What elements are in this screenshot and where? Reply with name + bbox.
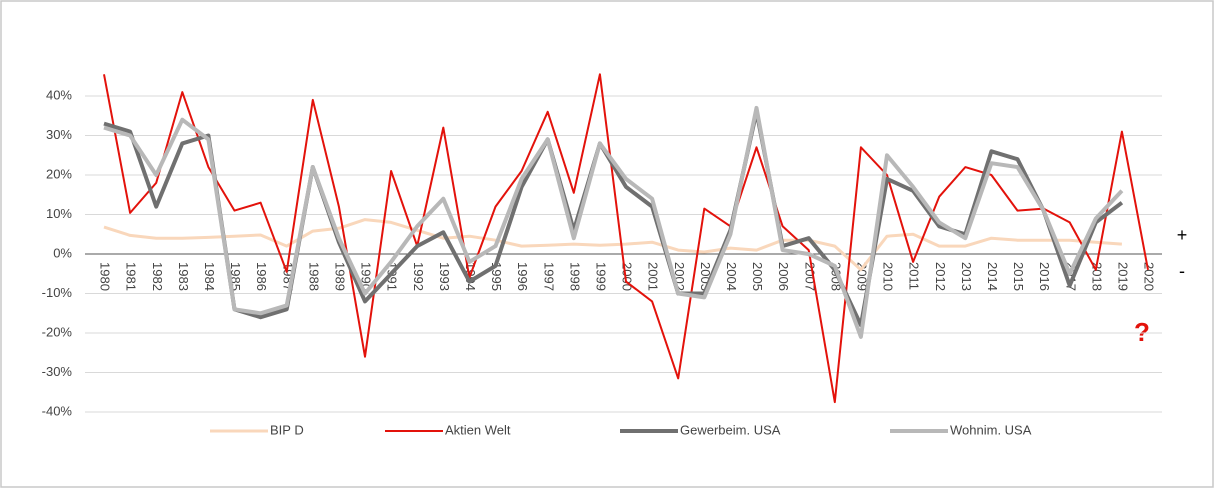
- legend-label: Gewerbeim. USA: [680, 422, 781, 437]
- x-tick-label: 1982: [150, 262, 165, 291]
- y-tick-label: 0%: [53, 245, 72, 260]
- x-tick-label: 2005: [750, 262, 765, 291]
- x-tick-label: 2018: [1089, 262, 1104, 291]
- minus-annotation: -: [1179, 261, 1185, 281]
- x-tick-label: 1983: [176, 262, 191, 291]
- question-annotation: ?: [1134, 317, 1150, 347]
- x-tick-label: 1998: [567, 262, 582, 291]
- x-tick-label: 2015: [1011, 262, 1026, 291]
- y-tick-label: 30%: [46, 127, 72, 142]
- y-tick-label: 40%: [46, 87, 72, 102]
- x-tick-label: 2013: [959, 262, 974, 291]
- x-tick-label: 1993: [437, 262, 452, 291]
- legend-label: Aktien Welt: [445, 422, 511, 437]
- legend-label: BIP D: [270, 422, 304, 437]
- x-tick-label: 2019: [1115, 262, 1130, 291]
- series-line: [103, 105, 1124, 339]
- x-tick-label: 2012: [933, 262, 948, 291]
- x-tick-label: 1981: [124, 262, 139, 291]
- plus-annotation: +: [1177, 225, 1188, 245]
- y-tick-label: -20%: [42, 324, 73, 339]
- x-tick-label: 2006: [776, 262, 791, 291]
- x-tick-label: 2000: [620, 262, 635, 291]
- y-tick-label: -40%: [42, 403, 73, 418]
- x-tick-label: 2010: [881, 262, 896, 291]
- x-tick-label: 2011: [907, 262, 922, 290]
- x-tick-label: 1986: [254, 262, 269, 291]
- x-tick-label: 1984: [202, 262, 217, 291]
- x-tick-label: 2016: [1037, 262, 1052, 291]
- x-tick-label: 2014: [985, 262, 1000, 291]
- y-tick-label: 10%: [46, 206, 72, 221]
- y-tick-label: 20%: [46, 166, 72, 181]
- x-tick-label: 1988: [306, 262, 321, 291]
- series-line: [103, 73, 1149, 404]
- x-tick-label: 1997: [541, 262, 556, 291]
- x-tick-label: 1996: [515, 262, 530, 291]
- x-tick-label: 2001: [646, 262, 661, 291]
- y-tick-label: -30%: [42, 364, 73, 379]
- x-tick-label: 1989: [332, 262, 347, 291]
- series-line: [103, 218, 1123, 272]
- x-tick-label: 2020: [1142, 262, 1157, 291]
- x-tick-label: 1992: [411, 262, 426, 291]
- x-tick-label: 1999: [593, 262, 608, 291]
- x-tick-label: 2004: [724, 262, 739, 291]
- y-tick-label: -10%: [42, 285, 73, 300]
- legend-label: Wohnim. USA: [950, 422, 1032, 437]
- x-tick-label: 1980: [98, 262, 113, 291]
